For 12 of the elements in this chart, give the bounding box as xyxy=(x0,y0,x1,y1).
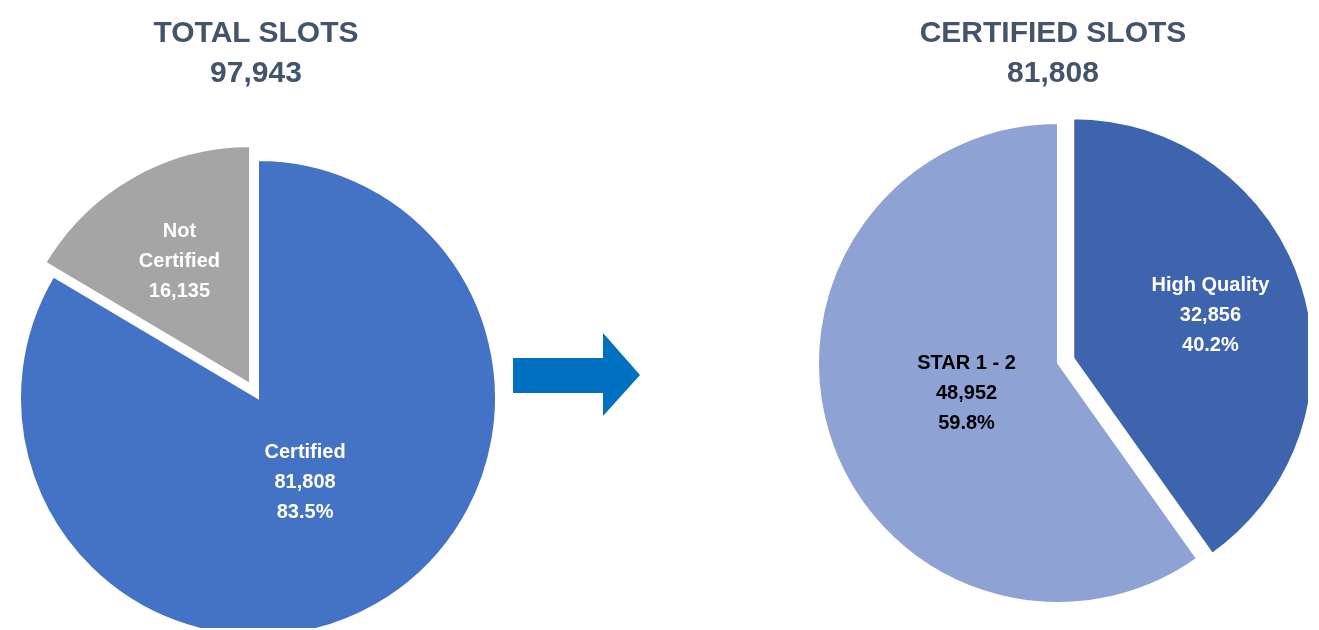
chart-subtitle: 97,943 xyxy=(210,55,302,88)
chart-title: CERTIFIED SLOTS xyxy=(919,15,1187,48)
slice-label: Certified xyxy=(264,439,346,462)
data-label: 48,952 59.8% xyxy=(935,381,998,434)
data-label: 32,856 40.2% xyxy=(1179,303,1242,356)
slice-label: High Quality xyxy=(1151,273,1271,296)
slice-label: STAR 1 - 2 xyxy=(917,351,1016,374)
slice-label: Not Certified xyxy=(138,219,220,271)
chart-title: TOTAL SLOTS xyxy=(153,15,359,48)
data-label: 16,135 xyxy=(148,279,211,301)
chart-subtitle: 81,808 xyxy=(1007,55,1099,88)
data-label: 81,808 83.5% xyxy=(274,469,336,522)
